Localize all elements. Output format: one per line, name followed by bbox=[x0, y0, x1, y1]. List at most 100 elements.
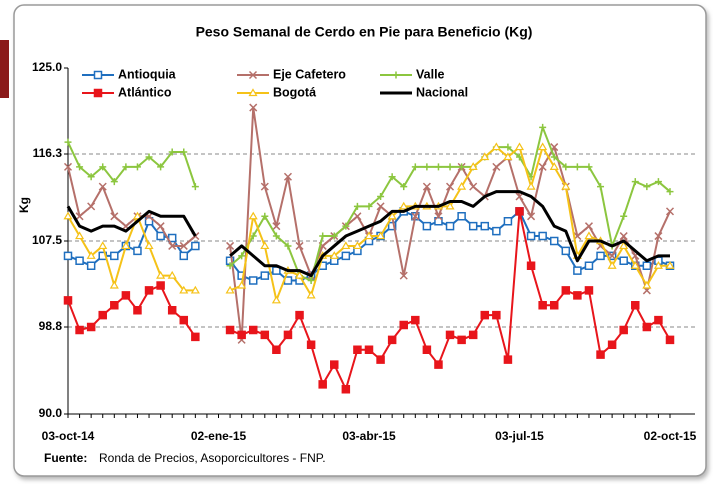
legend-marker bbox=[93, 88, 103, 98]
data-point bbox=[121, 241, 131, 250]
data-point bbox=[353, 345, 362, 354]
data-point bbox=[168, 241, 177, 250]
data-point bbox=[353, 202, 361, 210]
data-point bbox=[226, 262, 234, 270]
data-point bbox=[573, 266, 582, 275]
data-point bbox=[157, 163, 165, 171]
data-point bbox=[585, 163, 593, 171]
data-point bbox=[527, 212, 536, 221]
legend-label: Valle bbox=[416, 67, 445, 81]
data-point bbox=[261, 212, 269, 220]
data-point bbox=[249, 103, 258, 112]
data-point bbox=[631, 178, 639, 186]
data-point bbox=[399, 320, 408, 330]
data-point bbox=[63, 296, 73, 305]
y-axis-label: Kg bbox=[17, 197, 31, 213]
data-point bbox=[341, 241, 351, 250]
legend-marker bbox=[248, 70, 258, 80]
side-accent bbox=[0, 40, 9, 98]
data-point bbox=[330, 360, 339, 369]
data-point bbox=[318, 380, 327, 389]
data-point bbox=[642, 280, 652, 289]
data-point bbox=[237, 330, 246, 340]
data-point bbox=[283, 330, 293, 340]
data-point bbox=[75, 325, 84, 335]
source-label: Fuente: bbox=[44, 451, 87, 465]
data-point bbox=[422, 221, 432, 231]
data-point bbox=[295, 310, 304, 320]
data-point bbox=[620, 212, 628, 220]
data-point bbox=[110, 301, 119, 310]
legend-marker bbox=[248, 88, 258, 97]
data-point bbox=[457, 335, 466, 345]
data-point bbox=[387, 335, 397, 345]
data-point bbox=[399, 271, 408, 280]
data-point bbox=[607, 340, 617, 350]
data-point bbox=[584, 261, 594, 270]
data-point bbox=[260, 330, 270, 340]
data-point bbox=[330, 232, 338, 240]
data-point bbox=[549, 236, 559, 246]
data-point bbox=[492, 162, 501, 171]
data-point bbox=[248, 211, 258, 220]
data-point bbox=[167, 270, 177, 279]
data-point bbox=[411, 212, 420, 221]
data-point bbox=[584, 286, 594, 295]
data-point bbox=[272, 222, 281, 231]
data-point bbox=[110, 178, 118, 186]
data-point bbox=[411, 315, 420, 325]
data-point bbox=[468, 221, 478, 231]
data-point bbox=[260, 241, 270, 250]
data-point bbox=[110, 212, 119, 221]
data-point bbox=[654, 178, 662, 186]
data-point bbox=[503, 152, 513, 161]
data-point bbox=[144, 241, 154, 250]
data-point bbox=[423, 163, 431, 171]
data-point bbox=[399, 201, 409, 210]
data-point bbox=[538, 231, 547, 241]
chart-frame bbox=[13, 4, 707, 477]
data-point bbox=[110, 251, 119, 261]
data-point bbox=[504, 143, 512, 151]
data-point bbox=[86, 251, 96, 259]
data-point bbox=[284, 242, 292, 250]
data-point bbox=[376, 231, 386, 240]
data-point bbox=[584, 222, 593, 231]
data-point bbox=[364, 345, 374, 354]
data-point bbox=[503, 355, 513, 364]
data-point bbox=[539, 123, 547, 131]
data-point bbox=[98, 310, 107, 320]
data-point bbox=[191, 241, 200, 251]
data-point bbox=[283, 172, 292, 181]
data-point bbox=[294, 270, 305, 279]
data-point bbox=[86, 261, 96, 270]
data-point bbox=[665, 335, 675, 345]
data-point bbox=[607, 261, 617, 269]
data-point bbox=[480, 310, 490, 320]
data-point bbox=[156, 281, 165, 290]
data-point bbox=[526, 181, 536, 190]
data-point bbox=[480, 152, 490, 161]
data-point bbox=[180, 148, 188, 156]
data-point bbox=[63, 251, 73, 261]
data-point bbox=[156, 231, 165, 241]
data-point bbox=[492, 310, 501, 320]
legend-marker bbox=[93, 70, 103, 80]
data-point bbox=[573, 163, 581, 171]
x-tick-label: 02-ene-15 bbox=[191, 429, 247, 443]
data-point bbox=[387, 211, 397, 220]
data-point bbox=[562, 163, 570, 171]
y-tick-label: 116.3 bbox=[33, 146, 63, 160]
data-point bbox=[538, 142, 548, 151]
data-point bbox=[549, 162, 559, 170]
data-point bbox=[422, 345, 432, 354]
data-point bbox=[75, 256, 84, 266]
y-tick-label: 90.0 bbox=[39, 406, 63, 420]
data-point bbox=[272, 232, 280, 240]
data-point bbox=[86, 322, 96, 332]
legend-marker bbox=[392, 71, 400, 79]
data-point bbox=[538, 162, 547, 171]
data-point bbox=[156, 270, 166, 279]
data-point bbox=[225, 285, 235, 294]
data-point bbox=[64, 138, 72, 146]
